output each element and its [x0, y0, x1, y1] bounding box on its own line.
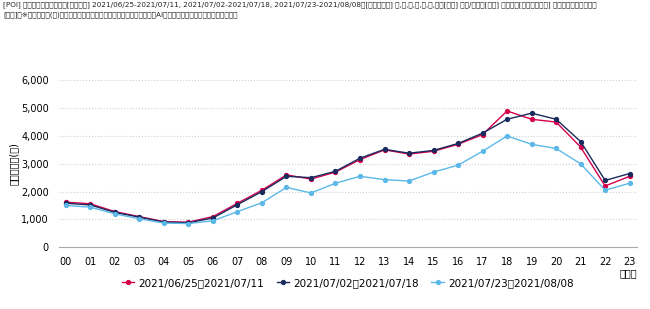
- 2021/07/23～2021/08/08: [356, 174, 364, 178]
- 2021/06/25～2021/07/11: [185, 220, 192, 224]
- 2021/07/23～2021/08/08: [503, 134, 511, 138]
- 2021/07/23～2021/08/08: [454, 163, 462, 167]
- 2021/07/23～2021/08/08: [185, 222, 192, 226]
- 2021/06/25～2021/07/11: [258, 188, 266, 192]
- 2021/06/25～2021/07/11: [478, 133, 486, 137]
- 2021/07/02～2021/07/18: [381, 147, 389, 151]
- 2021/07/02～2021/07/18: [601, 179, 609, 182]
- 2021/07/23～2021/08/08: [381, 178, 389, 181]
- 2021/07/02～2021/07/18: [332, 169, 339, 173]
- 2021/07/02～2021/07/18: [283, 174, 291, 178]
- 2021/06/25～2021/07/11: [577, 145, 584, 149]
- 2021/07/23～2021/08/08: [233, 210, 241, 214]
- 2021/07/02～2021/07/18: [135, 215, 143, 219]
- 2021/07/02～2021/07/18: [111, 211, 119, 214]
- 2021/06/25～2021/07/11: [62, 200, 70, 204]
- 2021/06/25～2021/07/11: [503, 109, 511, 113]
- 2021/07/23～2021/08/08: [111, 212, 119, 216]
- 2021/07/02～2021/07/18: [86, 203, 94, 207]
- 2021/06/25～2021/07/11: [454, 142, 462, 146]
- 2021/06/25～2021/07/11: [160, 220, 168, 223]
- 2021/07/02～2021/07/18: [503, 117, 511, 121]
- 2021/07/23～2021/08/08: [209, 219, 217, 222]
- 2021/06/25～2021/07/11: [233, 201, 241, 205]
- 2021/07/23～2021/08/08: [86, 205, 94, 209]
- Line: 2021/07/23～2021/08/08: 2021/07/23～2021/08/08: [64, 134, 632, 226]
- 2021/07/23～2021/08/08: [430, 170, 437, 174]
- 2021/06/25～2021/07/11: [356, 158, 364, 161]
- 2021/06/25～2021/07/11: [332, 170, 339, 174]
- 2021/07/23～2021/08/08: [135, 217, 143, 221]
- 2021/06/25～2021/07/11: [430, 150, 437, 153]
- Line: 2021/07/02～2021/07/18: 2021/07/02～2021/07/18: [64, 111, 632, 225]
- Y-axis label: 推計来訪数(人): 推計来訪数(人): [8, 142, 18, 185]
- 2021/07/02～2021/07/18: [552, 117, 560, 121]
- 2021/07/23～2021/08/08: [577, 162, 584, 166]
- Text: [実績]　※推計来訪数(人)とは人流の変化を把握するためにビッグデータをAIで処理して推計した目安の数値です。: [実績] ※推計来訪数(人)とは人流の変化を把握するためにビッグデータをAIで処…: [3, 11, 238, 18]
- Line: 2021/06/25～2021/07/11: 2021/06/25～2021/07/11: [64, 109, 632, 224]
- 2021/07/23～2021/08/08: [62, 204, 70, 207]
- 2021/06/25～2021/07/11: [626, 174, 634, 178]
- 2021/07/23～2021/08/08: [258, 201, 266, 205]
- 2021/07/02～2021/07/18: [528, 111, 536, 115]
- Text: [POI] 歌舞伎町数食街周辺　[分析期間] 2021/06/25-2021/07/11, 2021/07/02-2021/07/18, 2021/07/23-: [POI] 歌舞伎町数食街周辺 [分析期間] 2021/06/25-2021/0…: [3, 2, 597, 8]
- 2021/07/02～2021/07/18: [430, 149, 437, 152]
- 2021/07/02～2021/07/18: [185, 221, 192, 225]
- X-axis label: （時）: （時）: [619, 268, 637, 278]
- 2021/07/23～2021/08/08: [552, 147, 560, 150]
- 2021/07/02～2021/07/18: [478, 131, 486, 135]
- 2021/06/25～2021/07/11: [209, 215, 217, 218]
- 2021/07/02～2021/07/18: [577, 140, 584, 143]
- 2021/07/02～2021/07/18: [307, 176, 315, 180]
- 2021/06/25～2021/07/11: [307, 177, 315, 181]
- 2021/07/02～2021/07/18: [454, 142, 462, 145]
- 2021/07/02～2021/07/18: [160, 220, 168, 224]
- 2021/07/02～2021/07/18: [405, 151, 413, 155]
- 2021/07/23～2021/08/08: [332, 181, 339, 185]
- 2021/07/02～2021/07/18: [209, 216, 217, 220]
- 2021/07/02～2021/07/18: [356, 156, 364, 160]
- 2021/07/23～2021/08/08: [307, 191, 315, 195]
- 2021/07/02～2021/07/18: [62, 201, 70, 205]
- 2021/06/25～2021/07/11: [381, 148, 389, 152]
- 2021/07/02～2021/07/18: [233, 203, 241, 206]
- 2021/06/25～2021/07/11: [405, 152, 413, 156]
- 2021/06/25～2021/07/11: [528, 117, 536, 121]
- 2021/07/23～2021/08/08: [601, 188, 609, 192]
- 2021/06/25～2021/07/11: [86, 202, 94, 206]
- 2021/06/25～2021/07/11: [283, 173, 291, 177]
- 2021/07/23～2021/08/08: [626, 181, 634, 185]
- 2021/07/02～2021/07/18: [258, 190, 266, 193]
- 2021/07/23～2021/08/08: [283, 185, 291, 189]
- 2021/07/23～2021/08/08: [528, 142, 536, 146]
- 2021/07/23～2021/08/08: [160, 221, 168, 225]
- 2021/06/25～2021/07/11: [135, 215, 143, 218]
- Legend: 2021/06/25～2021/07/11, 2021/07/02～2021/07/18, 2021/07/23～2021/08/08: 2021/06/25～2021/07/11, 2021/07/02～2021/0…: [118, 274, 578, 292]
- 2021/07/02～2021/07/18: [626, 172, 634, 176]
- 2021/07/23～2021/08/08: [405, 179, 413, 183]
- 2021/06/25～2021/07/11: [111, 210, 119, 214]
- 2021/06/25～2021/07/11: [552, 120, 560, 124]
- 2021/07/23～2021/08/08: [478, 150, 486, 153]
- 2021/06/25～2021/07/11: [601, 184, 609, 188]
